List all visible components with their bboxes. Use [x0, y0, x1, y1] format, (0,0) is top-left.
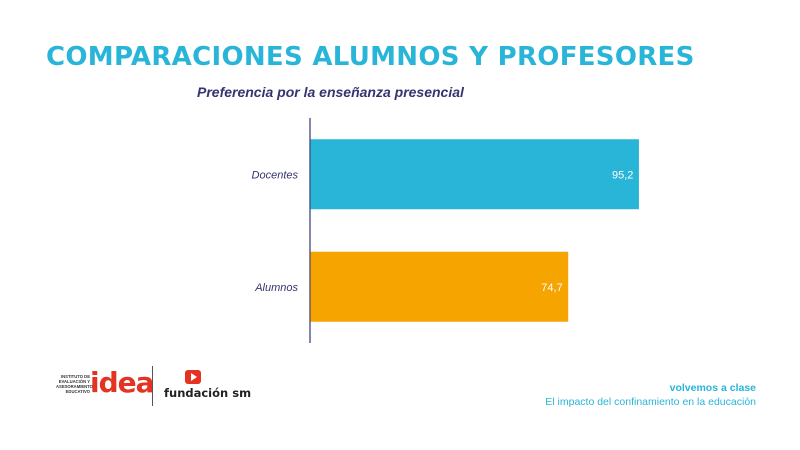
data-label-docentes: 95,2: [612, 169, 633, 181]
data-label-alumnos: 74,7: [541, 282, 562, 294]
category-label-alumnos: Alumnos: [254, 282, 298, 294]
bar-alumnos: [310, 251, 569, 322]
idea-institute-text: INSTITUTO DE EVALUACIÓN Y ASESORAMIENTO …: [56, 374, 93, 394]
idea-logo: idea: [90, 366, 155, 399]
logo-divider: [152, 366, 153, 406]
bar-docentes: [310, 139, 639, 210]
footer: volvemos a clase El impacto del confinam…: [545, 381, 756, 409]
category-label-docentes: Docentes: [252, 169, 299, 181]
chart-subtitle: Preferencia por la enseñanza presencial: [197, 84, 464, 100]
logos: INSTITUTO DE EVALUACIÓN Y ASESORAMIENTO …: [56, 364, 256, 410]
play-icon: [185, 370, 201, 384]
footer-line2: El impacto del confinamiento en la educa…: [545, 396, 756, 408]
page-title: COMPARACIONES ALUMNOS Y PROFESORES: [46, 42, 695, 72]
fundacion-sm-logo: fundación sm: [164, 386, 252, 400]
footer-line1: volvemos a clase: [669, 382, 756, 394]
